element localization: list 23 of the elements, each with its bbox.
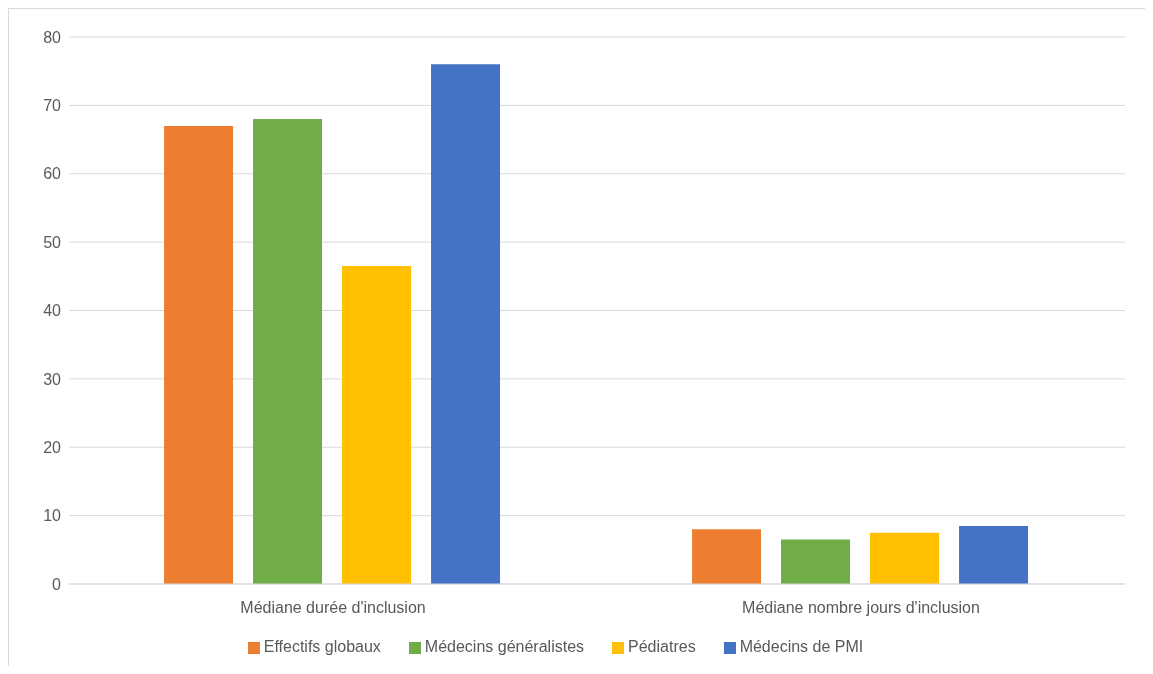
legend-label: Pédiatres bbox=[628, 638, 696, 655]
bar bbox=[870, 532, 940, 584]
x-tick-label: Médiane nombre jours d'inclusion bbox=[742, 599, 980, 617]
legend-label: Effectifs globaux bbox=[263, 638, 381, 655]
y-tick-label: 20 bbox=[43, 438, 62, 456]
y-tick-label: 80 bbox=[43, 28, 62, 46]
y-tick-label: 10 bbox=[43, 507, 62, 525]
y-tick-label: 50 bbox=[43, 233, 62, 251]
bar bbox=[342, 266, 412, 584]
y-tick-label: 30 bbox=[43, 370, 62, 388]
bar bbox=[164, 125, 234, 584]
bar bbox=[959, 525, 1029, 584]
x-tick-label: Médiane durée d'inclusion bbox=[240, 599, 426, 617]
bar bbox=[253, 119, 323, 584]
bar bbox=[431, 64, 501, 584]
bar bbox=[692, 529, 762, 584]
y-tick-label: 70 bbox=[43, 97, 62, 115]
y-tick-label: 40 bbox=[43, 302, 62, 320]
legend-label: Médecins généralistes bbox=[424, 638, 585, 655]
y-tick-label: 60 bbox=[43, 165, 62, 183]
bar bbox=[781, 539, 851, 584]
y-tick-label: 0 bbox=[52, 575, 62, 593]
legend-label: Médecins de PMI bbox=[739, 638, 864, 655]
